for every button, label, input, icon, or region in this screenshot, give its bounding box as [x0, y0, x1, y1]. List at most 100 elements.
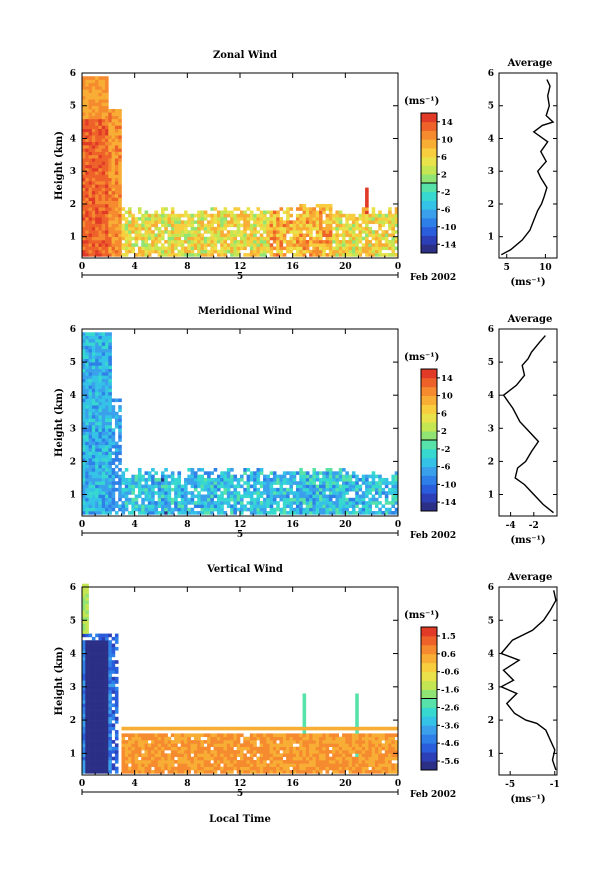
heatmap-cell: [279, 743, 284, 748]
heatmap-cell: [263, 220, 267, 224]
heatmap-cell: [259, 217, 264, 221]
heatmap-cell: [91, 151, 96, 156]
heatmap-cell: [184, 746, 188, 751]
heatmap-cell: [111, 636, 116, 641]
heatmap-cell: [230, 223, 234, 228]
heatmap-cell: [322, 226, 326, 231]
heatmap-cell: [82, 587, 86, 591]
heatmap-cell: [302, 207, 307, 211]
heatmap-cell: [151, 746, 155, 751]
heatmap-cell: [177, 507, 182, 512]
heatmap-cell: [118, 128, 122, 133]
heatmap-cell: [91, 408, 96, 413]
heatmap-cell: [295, 726, 300, 731]
heatmap-cell: [108, 112, 112, 116]
heatmap-cell: [319, 207, 323, 211]
heatmap-cell: [98, 736, 103, 741]
heatmap-cell: [108, 151, 112, 156]
heatmap-cell: [325, 511, 330, 515]
heatmap-cell: [256, 481, 261, 485]
heatmap-cell: [246, 763, 251, 767]
heatmap-cell: [170, 501, 175, 505]
heatmap-cell: [295, 253, 300, 257]
heatmap-cell: [213, 213, 218, 218]
heatmap-cell: [170, 471, 175, 475]
heatmap-cell: [111, 210, 116, 215]
heatmap-cell: [131, 213, 135, 218]
heatmap-cell: [88, 477, 93, 482]
heatmap-cell: [187, 756, 191, 761]
heatmap-cell: [391, 230, 396, 234]
heatmap-cell: [114, 696, 119, 701]
heatmap-cell: [358, 497, 363, 502]
heatmap-cell: [200, 233, 205, 238]
heatmap-cell: [114, 223, 119, 228]
heatmap-cell: [266, 494, 270, 499]
heatmap-cell: [180, 511, 185, 515]
heatmap-cell: [88, 197, 93, 201]
heatmap-cell: [315, 484, 320, 489]
heatmap-cell: [131, 760, 135, 764]
heatmap-cell: [82, 181, 86, 185]
heatmap-cell: [177, 491, 182, 495]
heatmap-cell: [338, 477, 343, 482]
heatmap-cell: [85, 395, 89, 399]
heatmap-cell: [332, 246, 336, 251]
heatmap-cell: [249, 233, 254, 238]
heatmap-cell: [246, 501, 251, 505]
heatmap-cell: [95, 210, 99, 215]
y-tick-label: 2: [70, 200, 76, 210]
heatmap-cell: [374, 726, 379, 731]
heatmap-cell: [128, 743, 132, 748]
heatmap-cell: [147, 743, 152, 748]
heatmap-cell: [114, 421, 119, 426]
heatmap-cell: [190, 249, 195, 254]
heatmap-cell: [88, 646, 93, 651]
x-tick-label: 8: [184, 262, 190, 272]
heatmap-cell: [223, 243, 228, 247]
heatmap-cell: [105, 408, 109, 413]
heatmap-cell: [210, 487, 214, 492]
heatmap-cell: [325, 770, 330, 774]
heatmap-cell: [190, 223, 195, 228]
heatmap-cell: [144, 236, 149, 241]
heatmap-cell: [312, 736, 317, 741]
heatmap-cell: [299, 471, 303, 475]
heatmap-cell: [111, 487, 116, 492]
heatmap-cell: [101, 670, 106, 674]
heatmap-cell: [114, 441, 119, 446]
heatmap-cell: [170, 253, 175, 257]
heatmap-cell: [233, 484, 238, 489]
average-frame: [498, 72, 558, 259]
heatmap-cell: [200, 220, 205, 224]
heatmap-cell: [355, 706, 359, 711]
heatmap-cell: [200, 487, 205, 492]
heatmap-cell: [105, 381, 109, 386]
heatmap-cell: [302, 716, 307, 721]
heatmap-cell: [134, 494, 139, 499]
heatmap-cell: [82, 596, 86, 601]
heatmap-cell: [391, 481, 396, 485]
heatmap-cell: [328, 474, 333, 479]
heatmap-cell: [154, 736, 159, 741]
heatmap-cell: [253, 213, 257, 218]
heatmap-cell: [351, 750, 356, 754]
heatmap-cell: [128, 487, 132, 492]
heatmap-cell: [98, 405, 103, 409]
heatmap-cell: [220, 236, 224, 241]
heatmap-cell: [332, 226, 336, 231]
heatmap-cell: [105, 220, 109, 224]
heatmap-cell: [118, 477, 122, 482]
heatmap-cell: [230, 756, 234, 761]
heatmap-cell: [295, 481, 300, 485]
heatmap-cell: [95, 249, 99, 254]
heatmap-cell: [108, 683, 112, 688]
heatmap-cell: [164, 763, 168, 767]
heatmap-cell: [276, 249, 280, 254]
heatmap-cell: [312, 726, 317, 731]
heatmap-cell: [105, 424, 109, 429]
heatmap-cell: [180, 740, 185, 744]
heatmap-cell: [85, 95, 89, 100]
heatmap-cell: [240, 511, 244, 515]
heatmap-cell: [391, 733, 396, 738]
